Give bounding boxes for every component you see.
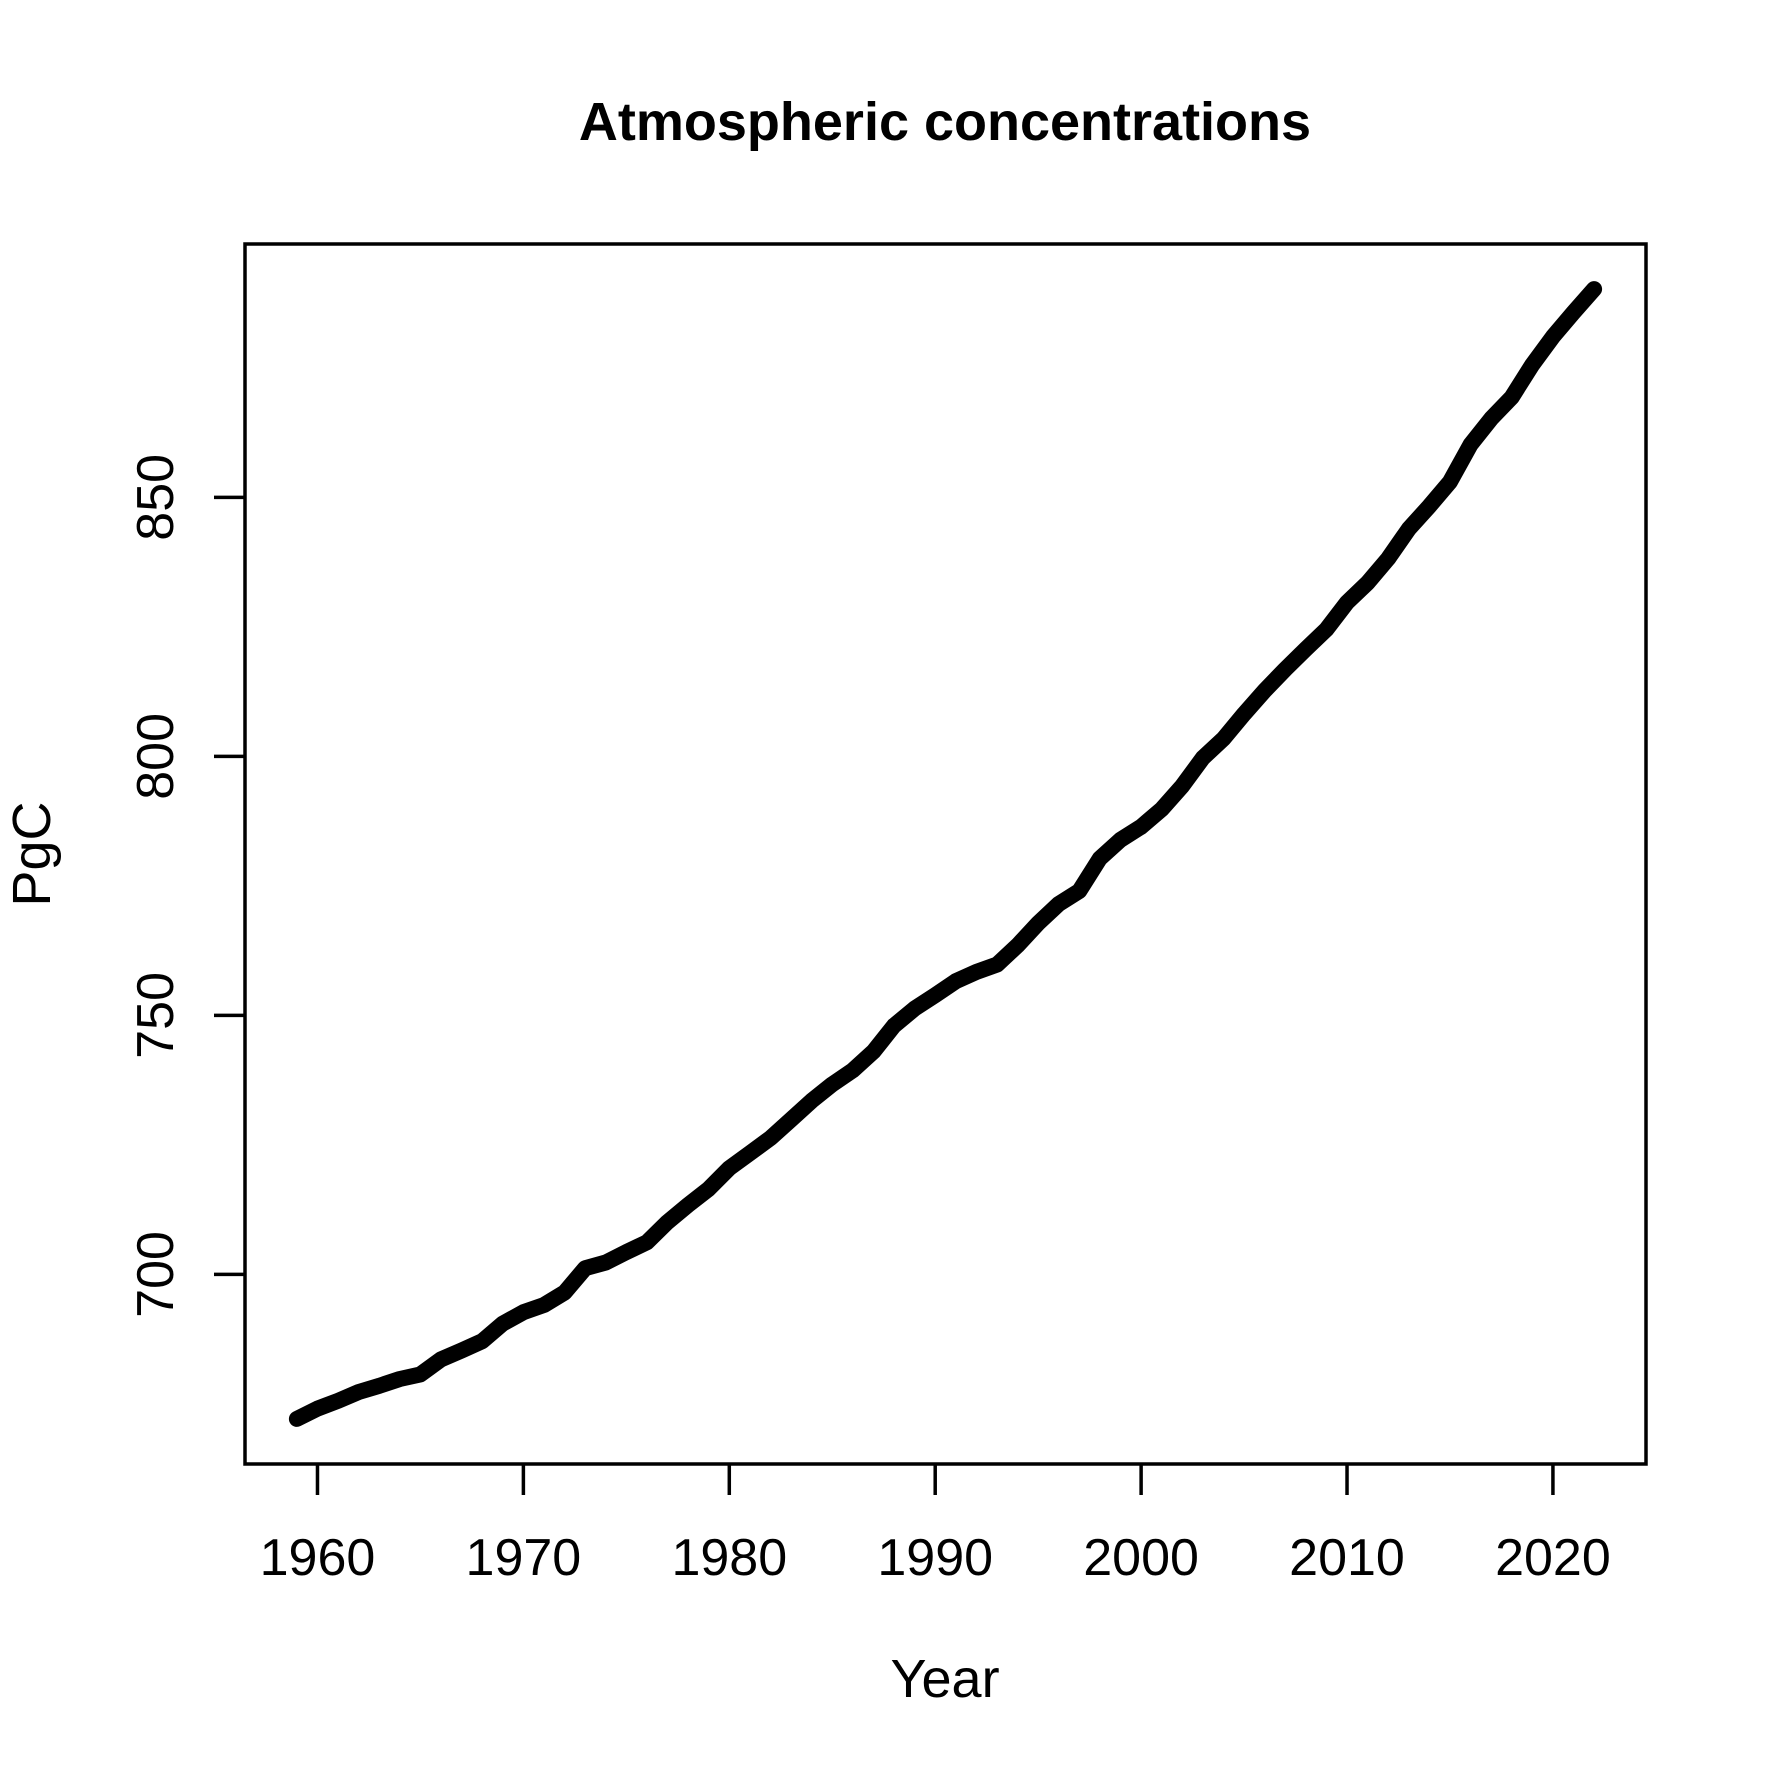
concentration-line (288, 281, 1603, 1427)
x-tick-label: 1970 (466, 1529, 582, 1587)
plot-box (243, 242, 1648, 1466)
x-tick-label: 1980 (671, 1529, 787, 1587)
x-axis-tick-labels: 1960 1970 1980 1990 2000 2010 2020 (260, 1529, 1611, 1587)
y-tick-label: 850 (127, 454, 185, 541)
y-tick-label: 750 (127, 972, 185, 1059)
x-axis-ticks (315, 1464, 1555, 1495)
x-tick-label: 2000 (1083, 1529, 1199, 1587)
x-tick-label: 2020 (1495, 1529, 1611, 1587)
y-axis-tick-labels: 700 750 800 850 (127, 454, 185, 1318)
chart-title: Atmospheric concentrations (579, 92, 1311, 152)
x-tick-label: 2010 (1289, 1529, 1405, 1587)
x-tick-label: 1990 (877, 1529, 993, 1587)
x-axis-label: Year (890, 1649, 999, 1709)
x-tick-label: 1960 (260, 1529, 376, 1587)
y-axis-label: PgC (2, 801, 62, 906)
y-axis-ticks (214, 495, 245, 1277)
y-tick-label: 700 (127, 1231, 185, 1318)
y-tick-label: 800 (127, 713, 185, 800)
